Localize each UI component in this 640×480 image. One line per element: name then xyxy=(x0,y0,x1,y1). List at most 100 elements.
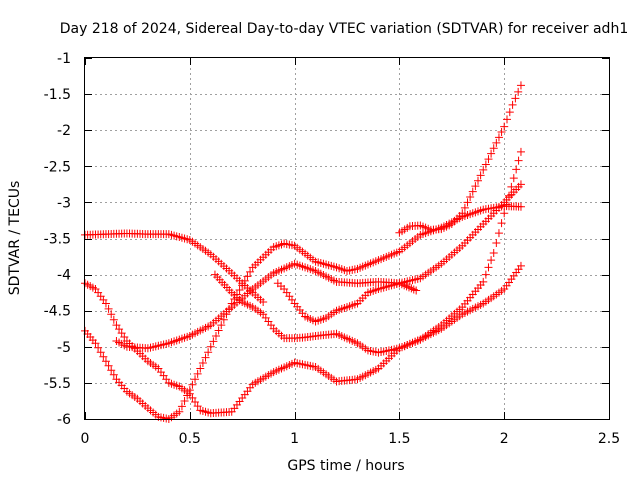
data-point xyxy=(191,398,200,407)
data-point xyxy=(94,343,103,352)
data-point xyxy=(217,321,226,330)
data-point xyxy=(516,81,525,90)
x-tick-label: 2.5 xyxy=(598,431,620,447)
data-point xyxy=(471,182,480,191)
data-point xyxy=(243,272,252,281)
data-point xyxy=(516,180,525,189)
data-point xyxy=(514,87,523,96)
data-point xyxy=(180,396,189,405)
data-point xyxy=(468,187,477,196)
data-point xyxy=(91,339,100,348)
data-point xyxy=(104,304,113,313)
data-point xyxy=(505,108,514,117)
data-point xyxy=(101,299,110,308)
data-point xyxy=(511,94,520,103)
data-point xyxy=(246,267,255,276)
y-axis-label: SDTVAR / TECUs xyxy=(7,181,23,296)
data-point xyxy=(507,182,516,191)
data-point xyxy=(484,155,493,164)
y-tick-label: -5.5 xyxy=(44,376,71,392)
tick-layer: 0 0.5 1 1.5 2 2.5 -1 -1.5 -2 -2.5 -3 -3.5 -4 -4.5 -5 -5… xyxy=(44,51,620,447)
data-point xyxy=(212,331,220,340)
data-point xyxy=(109,370,118,379)
x-tick-label: 0 xyxy=(81,431,90,447)
y-tick-label: -5 xyxy=(57,340,71,356)
x-tick-label: 1 xyxy=(290,431,299,447)
data-point xyxy=(183,391,192,400)
y-tick-label: -4.5 xyxy=(44,304,71,320)
x-tick-label: 1.5 xyxy=(388,431,410,447)
data-point xyxy=(109,315,118,324)
data-point xyxy=(512,165,521,174)
data-point xyxy=(198,359,207,368)
chart-title: Day 218 of 2024, Sidereal Day-to-day VTE… xyxy=(60,21,628,37)
plot-frame xyxy=(84,57,610,420)
data-point xyxy=(460,203,469,212)
data-point xyxy=(508,100,517,109)
data-point xyxy=(240,276,249,285)
data-point xyxy=(516,147,525,156)
data-point xyxy=(188,380,197,389)
y-tick-label: -6 xyxy=(57,412,71,428)
y-tick-label: -3.5 xyxy=(44,232,71,248)
data-point xyxy=(235,285,244,294)
data-point xyxy=(412,286,421,295)
data-point xyxy=(497,128,506,137)
data-point xyxy=(99,352,108,361)
data-point xyxy=(500,209,509,218)
series-track-4 xyxy=(112,180,525,353)
data-point xyxy=(489,144,498,153)
y-tick-label: -2 xyxy=(57,123,71,139)
y-tick-label: -3 xyxy=(57,195,71,211)
y-tick-label: -2.5 xyxy=(44,159,71,175)
data-point xyxy=(185,386,194,395)
data-point xyxy=(487,149,496,158)
data-point xyxy=(489,248,498,257)
y-tick-label: -1.5 xyxy=(44,87,71,103)
data-point xyxy=(500,122,509,131)
data-point xyxy=(259,298,268,307)
data-point xyxy=(492,239,501,248)
data-point xyxy=(175,407,184,416)
data-point xyxy=(463,198,472,207)
x-axis-label: GPS time / hours xyxy=(287,458,404,474)
data-point xyxy=(481,270,490,279)
series-track-6 xyxy=(273,279,421,326)
data-point xyxy=(96,348,105,357)
data-point xyxy=(206,342,215,351)
data-point xyxy=(479,165,488,174)
data-point xyxy=(214,326,223,335)
data-point xyxy=(509,174,518,183)
data-point xyxy=(497,219,506,228)
y-tick-label: -4 xyxy=(57,268,71,284)
data-point xyxy=(484,263,493,272)
data-point xyxy=(104,361,113,370)
data-point xyxy=(481,160,490,169)
data-point xyxy=(107,366,116,375)
series-track-2 xyxy=(81,261,525,418)
data-point xyxy=(476,171,485,180)
data-point xyxy=(201,353,210,362)
data-point xyxy=(504,191,513,200)
x-tick-label: 2 xyxy=(500,431,509,447)
data-point xyxy=(193,402,202,411)
data-point xyxy=(474,176,482,185)
series-track-7 xyxy=(395,81,525,237)
data-point xyxy=(492,138,501,147)
data-point xyxy=(196,364,205,373)
data-point xyxy=(101,357,110,366)
data-point xyxy=(193,369,202,378)
data-point xyxy=(238,281,247,290)
data-point xyxy=(494,229,503,238)
series-track-3 xyxy=(81,202,525,423)
data-point xyxy=(487,256,496,265)
series-track-5 xyxy=(210,147,525,357)
y-tick-label: -1 xyxy=(57,51,71,67)
data-point xyxy=(177,402,186,411)
data-point xyxy=(516,202,525,211)
data-point xyxy=(107,310,116,319)
series-layer xyxy=(81,81,525,423)
data-point xyxy=(516,261,525,270)
data-point xyxy=(494,133,503,142)
